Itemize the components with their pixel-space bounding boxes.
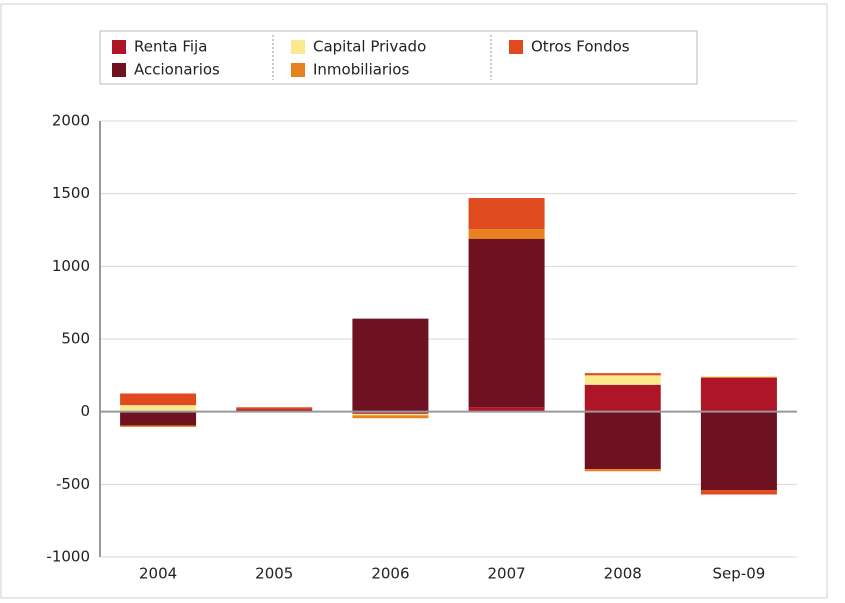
bar-segment xyxy=(468,407,545,412)
y-tick-label: 500 xyxy=(61,330,90,348)
y-tick-label: 0 xyxy=(80,402,90,420)
bar-segment xyxy=(236,407,313,410)
legend-swatch xyxy=(112,63,126,77)
bar-segment xyxy=(120,393,197,406)
bar-segment xyxy=(584,384,661,412)
bar-segment xyxy=(352,413,429,416)
y-tick-label: -500 xyxy=(56,475,90,493)
x-tick-label: 2007 xyxy=(487,565,525,583)
frame xyxy=(0,3,828,599)
legend-swatch xyxy=(291,63,305,77)
x-tick-label: 2004 xyxy=(139,565,177,583)
y-tick-label: 2000 xyxy=(52,112,90,130)
x-tick-label: 2006 xyxy=(371,565,409,583)
bar-segment xyxy=(700,377,777,412)
bar-segment xyxy=(120,405,197,412)
y-tick-label: 1000 xyxy=(52,257,90,275)
bar-segment xyxy=(352,415,429,419)
bar-segment xyxy=(120,411,197,426)
y-tick-label: -1000 xyxy=(46,548,90,566)
y-tick-label: 1500 xyxy=(52,184,90,202)
bar-segment xyxy=(700,490,777,495)
x-tick-label: 2008 xyxy=(604,565,642,583)
legend-label: Capital Privado xyxy=(313,38,426,56)
legend-label: Accionarios xyxy=(134,61,220,79)
bar-segment xyxy=(584,411,661,470)
bar-segment xyxy=(468,238,545,408)
bar-segment xyxy=(352,318,429,412)
legend-label: Renta Fija xyxy=(134,38,207,56)
bar-segment xyxy=(236,409,313,412)
bar-segment xyxy=(700,411,777,491)
bar-segment xyxy=(352,411,429,414)
legend-swatch xyxy=(112,40,126,54)
bar-segment xyxy=(468,198,545,230)
legend-swatch xyxy=(291,40,305,54)
legend-label: Inmobiliarios xyxy=(313,61,409,79)
legend-label: Otros Fondos xyxy=(531,38,630,56)
bar-segment xyxy=(584,373,661,376)
x-tick-label: 2005 xyxy=(255,565,293,583)
bar-segment xyxy=(584,469,661,472)
bar-segment xyxy=(468,229,545,239)
bar-segment xyxy=(700,376,777,378)
legend-box xyxy=(99,30,698,85)
x-tick-label: Sep-09 xyxy=(713,565,766,583)
legend-swatch xyxy=(509,40,523,54)
bar-segment xyxy=(120,425,197,427)
bar-segment xyxy=(584,375,661,385)
